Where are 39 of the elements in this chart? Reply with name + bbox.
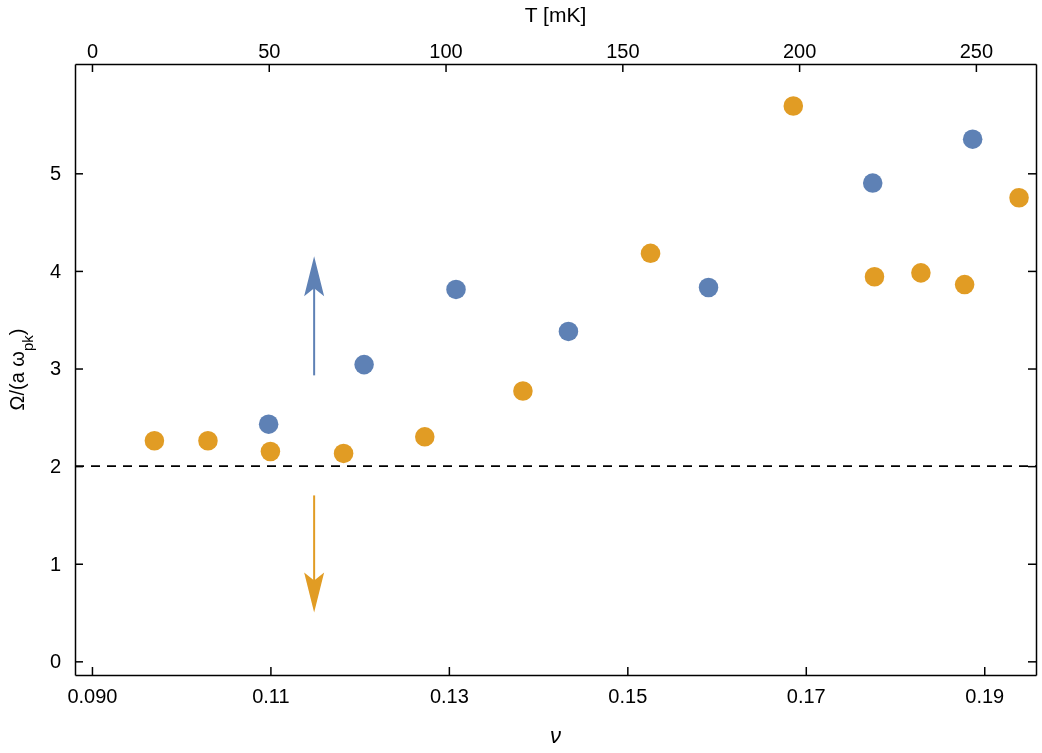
x2-tick-label: 250: [959, 40, 994, 62]
point: [354, 354, 374, 375]
point: [144, 431, 165, 451]
point: [446, 279, 466, 300]
x2-tick-label: 100: [429, 40, 463, 62]
y-tick-label: 1: [49, 552, 61, 575]
x-tick-label: 0.13: [429, 685, 469, 708]
x-tick-label: 0.090: [67, 685, 118, 708]
x2-axis-title: T [mK]: [524, 3, 587, 26]
x2-tick-label: 50: [258, 40, 281, 62]
x2-tick-label: 0: [86, 40, 99, 62]
point: [258, 414, 279, 434]
x-tick-label: 0.17: [786, 685, 826, 708]
point: [513, 381, 533, 401]
y-tick-label: 5: [49, 162, 61, 185]
point: [698, 277, 719, 298]
y-tick-label: 4: [49, 259, 61, 282]
point: [558, 321, 579, 342]
y-tick-label: 0: [49, 650, 61, 673]
y-tick-label: 2: [49, 455, 61, 478]
y-tick-label: 3: [49, 357, 61, 380]
point: [862, 173, 883, 193]
point: [640, 243, 661, 264]
point: [962, 129, 983, 149]
x2-tick-label: 200: [782, 40, 817, 62]
point: [954, 274, 975, 295]
point: [260, 441, 281, 462]
x-tick-label: 0.11: [252, 685, 290, 708]
point: [415, 427, 435, 447]
point: [198, 431, 218, 451]
point: [333, 443, 354, 464]
x-tick-label: 0.19: [965, 685, 1005, 708]
x-axis-title: ν: [550, 723, 561, 748]
x-tick-label: 0.15: [608, 685, 648, 708]
point: [864, 267, 885, 287]
point: [783, 96, 804, 116]
point: [911, 263, 931, 283]
x2-tick-label: 150: [606, 40, 640, 62]
point: [1009, 187, 1029, 208]
